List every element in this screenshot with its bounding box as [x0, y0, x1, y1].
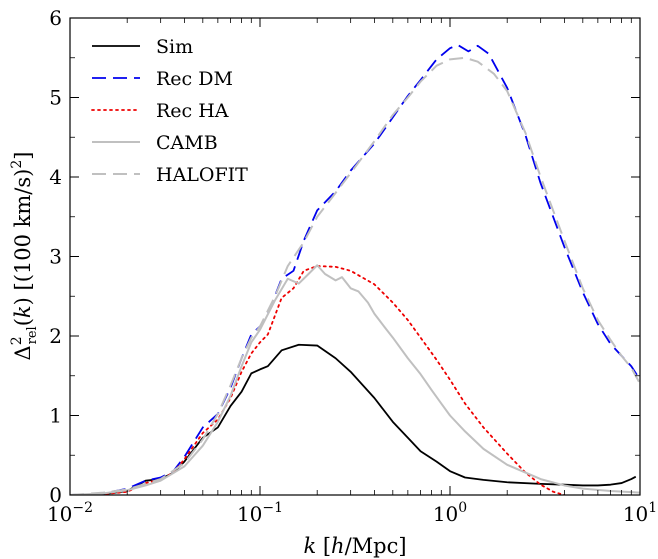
series-layer	[70, 44, 640, 495]
legend-label: CAMB	[156, 132, 218, 154]
series-line-rec-ha	[70, 265, 566, 495]
y-tick-label: 5	[49, 86, 62, 110]
legend-label: HALOFIT	[156, 164, 248, 186]
ticks-layer	[69, 17, 641, 496]
series-line-halofit	[70, 56, 640, 495]
x-tick-label: 10−1	[237, 500, 283, 526]
legend-label: Sim	[156, 36, 193, 58]
legend-label: Rec HA	[156, 100, 229, 122]
x-tick-label: 101	[623, 500, 657, 526]
x-tick-label: 10−2	[47, 500, 93, 526]
series-line-sim	[70, 343, 637, 495]
y-tick-label: 6	[49, 6, 62, 30]
x-tick-label: 100	[433, 500, 467, 526]
y-tick-label: 1	[49, 404, 62, 428]
series-line-camb	[70, 264, 640, 495]
y-tick-label: 0	[49, 483, 62, 507]
legend-label: Rec DM	[156, 68, 233, 90]
legend: Sim Rec DM Rec HA CAMB HALOFIT	[91, 36, 248, 186]
y-axis-label: Δ2rel(k) [(100 km/s)2]	[9, 152, 40, 361]
y-tick-label: 3	[49, 245, 62, 269]
x-axis-label: k [h/Mpc]	[303, 534, 406, 558]
y-tick-label: 4	[49, 165, 62, 189]
y-tick-label: 2	[49, 324, 62, 348]
